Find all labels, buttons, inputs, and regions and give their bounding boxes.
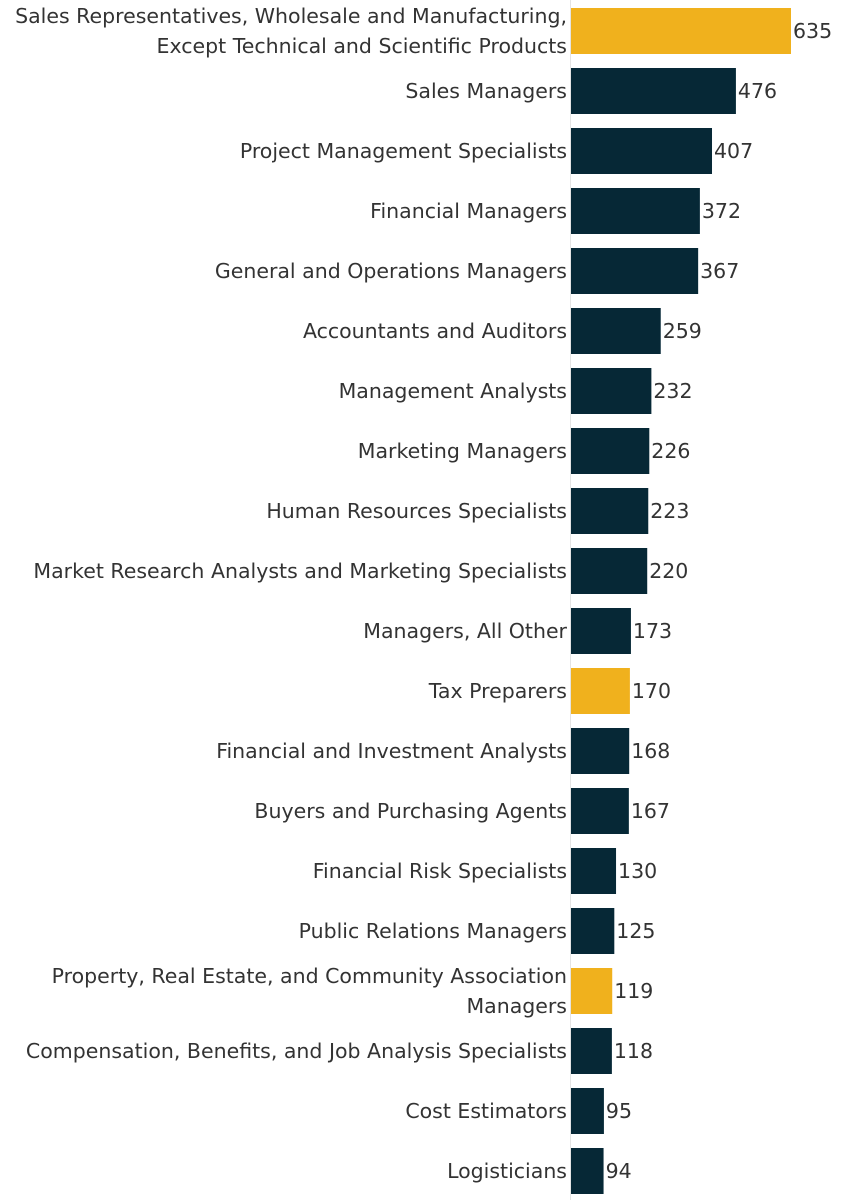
bar-0 bbox=[571, 8, 791, 54]
bars-layer: Sales Representatives, Wholesale and Man… bbox=[15, 4, 832, 1194]
value-label-4: 367 bbox=[700, 259, 739, 283]
bar-2 bbox=[571, 128, 713, 174]
value-label-15: 125 bbox=[616, 919, 655, 943]
value-label-7: 226 bbox=[651, 439, 690, 463]
category-label-3: Financial Managers bbox=[370, 199, 567, 223]
bar-16 bbox=[571, 968, 613, 1014]
bar-12 bbox=[571, 728, 630, 774]
category-label-10: Managers, All Other bbox=[363, 619, 567, 643]
bar-11 bbox=[571, 668, 630, 714]
category-label-8: Human Resources Specialists bbox=[266, 499, 567, 523]
value-label-6: 232 bbox=[653, 379, 692, 403]
bar-3 bbox=[571, 188, 700, 234]
value-label-17: 118 bbox=[614, 1039, 653, 1063]
value-label-8: 223 bbox=[650, 499, 689, 523]
value-label-11: 170 bbox=[632, 679, 671, 703]
category-label-13: Buyers and Purchasing Agents bbox=[254, 799, 567, 823]
category-label-15: Public Relations Managers bbox=[299, 919, 567, 943]
category-label-9: Market Research Analysts and Marketing S… bbox=[33, 559, 567, 583]
bar-7 bbox=[571, 428, 650, 474]
category-label-0: Sales Representatives, Wholesale and Man… bbox=[15, 4, 567, 58]
category-label-7: Marketing Managers bbox=[358, 439, 567, 463]
value-label-13: 167 bbox=[631, 799, 670, 823]
bar-15 bbox=[571, 908, 615, 954]
category-label-12: Financial and Investment Analysts bbox=[216, 739, 567, 763]
category-label-17: Compensation, Benefits, and Job Analysis… bbox=[26, 1039, 567, 1063]
value-label-1: 476 bbox=[738, 79, 777, 103]
category-label-19: Logisticians bbox=[447, 1159, 567, 1183]
value-label-12: 168 bbox=[631, 739, 670, 763]
value-label-10: 173 bbox=[633, 619, 672, 643]
bar-4 bbox=[571, 248, 699, 294]
bar-19 bbox=[571, 1148, 604, 1194]
category-label-1: Sales Managers bbox=[405, 79, 567, 103]
bar-17 bbox=[571, 1028, 612, 1074]
category-label-11: Tax Preparers bbox=[428, 679, 567, 703]
category-label-18: Cost Estimators bbox=[405, 1099, 567, 1123]
category-label-2: Project Management Specialists bbox=[240, 139, 567, 163]
value-label-9: 220 bbox=[649, 559, 688, 583]
bar-6 bbox=[571, 368, 652, 414]
value-label-0: 635 bbox=[793, 19, 832, 43]
bar-5 bbox=[571, 308, 661, 354]
bar-10 bbox=[571, 608, 631, 654]
value-label-19: 94 bbox=[606, 1159, 632, 1183]
category-label-5: Accountants and Auditors bbox=[303, 319, 567, 343]
bar-8 bbox=[571, 488, 649, 534]
category-label-16: Property, Real Estate, and Community Ass… bbox=[52, 964, 567, 1018]
value-label-5: 259 bbox=[663, 319, 702, 343]
category-label-4: General and Operations Managers bbox=[215, 259, 567, 283]
bar-18 bbox=[571, 1088, 604, 1134]
value-label-18: 95 bbox=[606, 1099, 632, 1123]
bar-14 bbox=[571, 848, 617, 894]
value-label-16: 119 bbox=[614, 979, 653, 1003]
bar-9 bbox=[571, 548, 648, 594]
value-label-3: 372 bbox=[702, 199, 741, 223]
value-label-2: 407 bbox=[714, 139, 753, 163]
category-label-14: Financial Risk Specialists bbox=[313, 859, 567, 883]
bar-13 bbox=[571, 788, 629, 834]
category-label-6: Management Analysts bbox=[339, 379, 567, 403]
value-label-14: 130 bbox=[618, 859, 657, 883]
bar-1 bbox=[571, 68, 736, 114]
